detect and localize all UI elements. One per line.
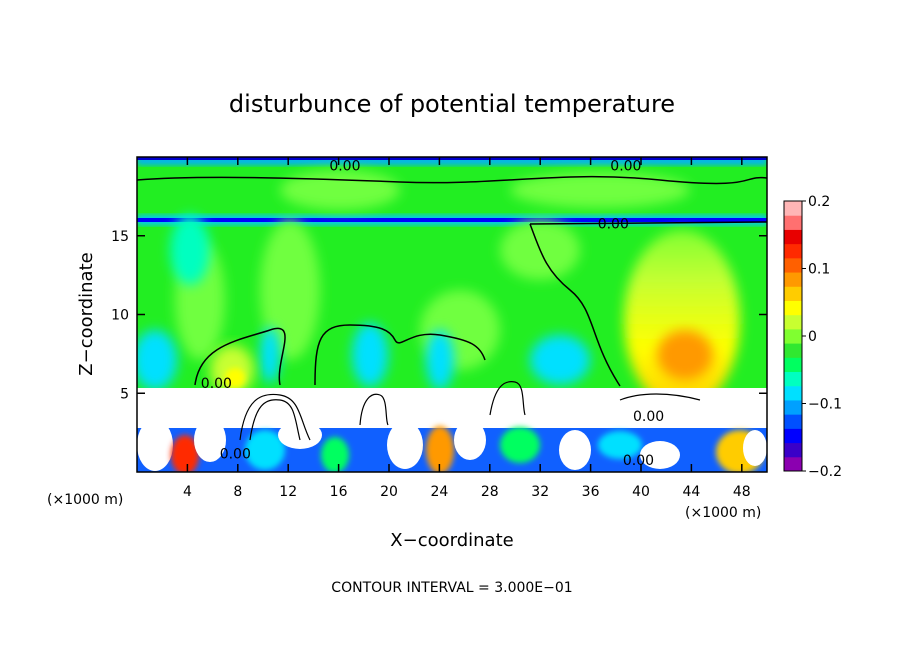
x-unit-right: (×1000 m) [685,505,761,521]
x-unit-left: (×1000 m) [47,492,123,508]
colorbar-tick-label: 0.2 [808,194,830,210]
colorbar-swatch [784,229,802,245]
x-tick-label: 40 [632,484,650,500]
colorbar-swatch [784,257,802,273]
contour-interval-note: CONTOUR INTERVAL = 3.000E−01 [331,580,572,596]
colorbar-swatch [784,328,802,344]
colorbar-swatch [784,428,802,444]
contour-labels: 0.00 0.00 0.00 0.00 0.00 0.00 0.00 [201,158,664,469]
colorbar-swatch [784,357,802,373]
x-axis-ticks: 4 8 12 16 20 24 28 32 36 40 44 48 [183,157,751,500]
contour-label: 0.00 [610,158,641,174]
warm-plume [210,230,740,410]
contour-label: 0.00 [329,158,360,174]
x-tick-label: 16 [330,484,348,500]
plot-area [137,157,767,472]
x-tick-label: 20 [380,484,398,500]
chart-title: disturbunce of potential temperature [229,90,675,118]
colorbar-tick-label: 0 [808,329,817,345]
colorbar-swatch [784,314,802,330]
x-tick-label: 44 [682,484,700,500]
low-layer-features [137,418,767,472]
contour-zero-mid2 [314,324,486,386]
colorbar-swatch [784,300,802,316]
colorbar-swatch [784,272,802,287]
x-tick-label: 28 [481,484,499,500]
contour-zero-left [194,327,286,386]
contour-label: 0.00 [633,409,664,425]
top-band-core [137,157,767,160]
x-tick-label: 32 [531,484,549,500]
colorbar-tick-label: 0.1 [808,262,830,278]
contour-label: 0.00 [201,376,232,392]
colorbar-swatch [784,456,802,472]
contour-label: 0.00 [623,453,654,469]
colorbar-tick-label: −0.2 [808,464,842,480]
x-tick-label: 36 [582,484,600,500]
colorbar-swatch [784,385,802,401]
dense-contours [239,381,701,441]
colorbar-swatch [784,201,802,216]
boundary-layer-white [137,388,767,428]
contour-zero-plume [529,223,621,387]
x-tick-label: 4 [183,484,192,500]
y-axis-label: Z−coordinate [76,252,97,375]
cyan-pockets [137,215,590,390]
contour-zero-mid [529,221,767,225]
colorbar-tick-label: −0.1 [808,397,842,413]
contour-label: 0.00 [220,447,251,463]
contour-label: 0.00 [598,217,629,233]
contour-lines [137,175,767,387]
x-tick-label: 24 [430,484,448,500]
y-tick-label: 10 [111,308,129,324]
colorbar-swatch [784,442,802,458]
y-tick-label: 5 [120,386,129,402]
colorbar-swatch [784,215,802,230]
x-tick-label: 8 [233,484,242,500]
x-tick-label: 48 [733,484,751,500]
y-axis-ticks: 5 10 15 [111,229,767,402]
colorbar-swatch [784,243,802,259]
top-band [137,157,767,165]
tropopause-core [137,218,767,222]
colorbar-swatch [784,371,802,387]
colorbar-swatch [784,343,802,358]
colorbar-swatch [784,286,802,301]
x-axis-label: X−coordinate [390,530,513,551]
x-tick-label: 12 [279,484,297,500]
colorbar-swatch [784,414,802,429]
contour-zero-top [137,175,767,185]
colorbar-swatch [784,399,802,415]
y-tick-label: 15 [111,229,129,245]
colorbar: 0.2 0.1 0 −0.1 −0.2 [783,194,842,480]
